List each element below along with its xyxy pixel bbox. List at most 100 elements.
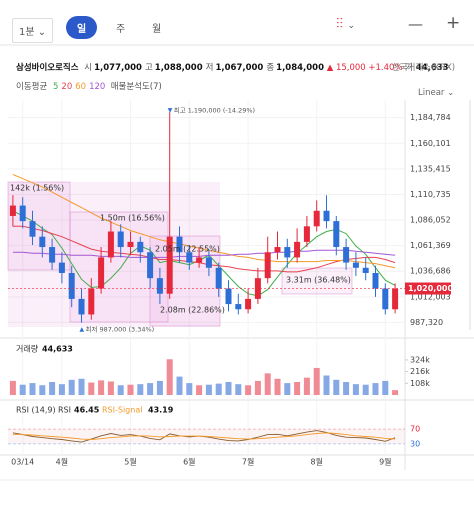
volume-bar — [225, 382, 232, 395]
candle-body — [225, 288, 232, 305]
tab[interactable]: 월 — [152, 24, 162, 35]
candle-body — [98, 257, 105, 289]
candle-body — [166, 236, 173, 294]
volume-bar — [235, 384, 242, 395]
zoom-in[interactable]: + — [446, 13, 461, 33]
volume-bar — [186, 383, 193, 395]
candle-body — [107, 231, 114, 258]
annotation: 최저 987,000 (3.34%) — [86, 325, 155, 334]
profile-label: 1.50m (16.56%) — [100, 214, 165, 223]
x-tick-label: 5월 — [124, 457, 136, 467]
legend-item: 5 — [52, 82, 59, 92]
candle-body — [392, 288, 399, 310]
volume-bar — [147, 383, 154, 395]
y-tick-label: 30 — [410, 439, 420, 448]
last-price-tag — [405, 282, 451, 295]
y-tick-label: 987,320 — [410, 318, 443, 327]
scale-select[interactable]: Linear ⌄ — [418, 88, 455, 98]
candle-body — [196, 257, 203, 263]
panel-title: RSI (14,9) — [16, 406, 56, 415]
volume-bar — [107, 381, 114, 395]
x-tick-label: 03/14 — [11, 458, 34, 467]
volume-bar — [137, 384, 144, 395]
candle-body — [117, 231, 124, 248]
volume-bar — [303, 377, 310, 395]
candle-body — [127, 241, 134, 248]
y-tick-label: 216k — [410, 367, 430, 376]
panel-value: 44,633 — [42, 345, 73, 354]
y-tick-label: 1,135,415 — [410, 164, 451, 173]
candle-body — [245, 298, 252, 310]
candle-body — [205, 257, 212, 268]
interval-select[interactable]: 1분 ⌄ — [12, 18, 54, 43]
candle-body — [147, 252, 154, 279]
y-tick-label: 1,086,052 — [410, 216, 451, 225]
zoom-out[interactable]: — — [408, 15, 423, 33]
volume-bar — [127, 384, 134, 395]
volume-bar — [382, 380, 389, 395]
field-label: 저 — [205, 63, 214, 73]
y-tick-label: 1,184,784 — [410, 113, 451, 122]
volume-bar — [68, 379, 75, 395]
legend-item: 20 — [61, 82, 73, 92]
y-tick-label: 1,012,003 — [410, 292, 451, 301]
volume-bar — [19, 384, 26, 395]
volume-bar — [29, 383, 36, 395]
tab[interactable]: 주 — [116, 24, 126, 35]
scale: Linear — [418, 88, 445, 98]
x-tick-label: 4월 — [56, 457, 68, 467]
legend-item: 120 — [89, 82, 106, 92]
volume-bar — [392, 390, 399, 395]
annotation-arrow: ▼ — [168, 107, 173, 114]
candle-body — [274, 247, 281, 253]
x-tick-label: 7월 — [242, 457, 254, 467]
ma-line — [12, 225, 396, 273]
ma-label: 이동평균 — [16, 82, 48, 92]
field-value: 1,088,000 — [154, 63, 203, 73]
candle-body — [303, 226, 310, 242]
field-value: 1,084,000 — [276, 63, 325, 73]
volume-bar — [254, 380, 261, 395]
volume-bar — [88, 382, 95, 395]
volume-bar — [49, 382, 56, 395]
candle-body — [313, 210, 320, 227]
volume-bar — [333, 379, 340, 395]
volume-bar — [98, 380, 105, 395]
candle-body — [284, 247, 291, 258]
ma-legend: 5 20 60 120 — [50, 82, 105, 92]
change: ▲ 15,000 — [326, 63, 366, 73]
volume-bar — [362, 384, 369, 395]
tab[interactable]: 일 — [66, 16, 98, 39]
candle-body — [49, 247, 56, 263]
candle-body — [215, 267, 222, 289]
quote-fields: 시 1,077,000 고 1,088,000 저 1,067,000 종 1,084,000 — [81, 63, 324, 73]
candle-body — [323, 210, 330, 222]
volume-bar — [284, 383, 291, 395]
volume-bar — [264, 373, 271, 395]
annotation: 최고 1,190,000 (-14.29%) — [174, 105, 255, 114]
volume-bar — [166, 359, 173, 395]
y-tick-label: 1,036,686 — [410, 267, 451, 276]
volume-bar — [117, 385, 124, 395]
candle-body — [362, 267, 369, 273]
annotation-arrow: ▲ — [80, 326, 85, 333]
profile-zone — [8, 182, 220, 327]
chart-type-button[interactable]: ⫶⫶ ⌄ — [336, 16, 355, 32]
profile-label: 3.31m (36.48%) — [286, 276, 351, 285]
field-label: 시 — [84, 63, 93, 73]
volume-bar — [205, 384, 212, 395]
candle-body — [352, 262, 359, 268]
candle-body — [382, 288, 389, 310]
y-tick-label: 1,160,101 — [410, 139, 451, 148]
volume-bar — [39, 385, 46, 395]
candle-body — [186, 252, 193, 263]
profile-label: 142k (1.56%) — [10, 184, 64, 193]
volume-bar — [343, 382, 350, 395]
candle-body — [88, 288, 95, 315]
legend-name: RSI — [58, 406, 71, 415]
y-tick-label: 108k — [410, 379, 430, 388]
exchange: 한국거래소(KRX) — [392, 63, 456, 73]
x-tick-label: 9월 — [379, 457, 391, 467]
candle-body — [235, 304, 242, 310]
